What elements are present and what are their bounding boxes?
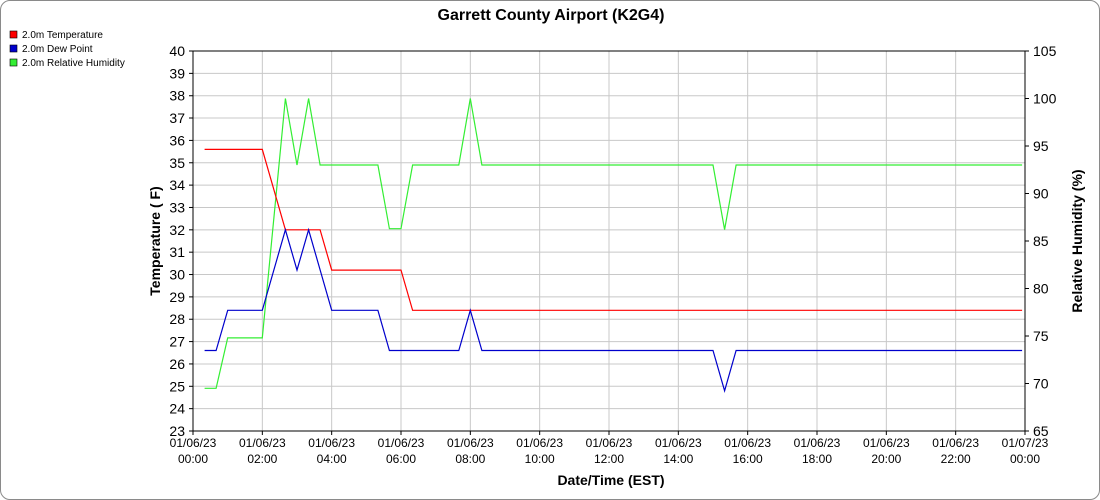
legend-label: 2.0m Relative Humidity	[22, 58, 125, 69]
y-tick-label: 35	[169, 155, 185, 171]
x-tick-label-date: 01/06/23	[655, 436, 702, 450]
x-tick-label-date: 01/06/23	[724, 436, 771, 450]
y2-tick-label: 85	[1033, 233, 1049, 249]
y-tick-label: 40	[169, 43, 185, 59]
series-line-m-dew-point	[204, 227, 1023, 393]
legend-label: 2.0m Dew Point	[22, 44, 93, 55]
legend-label: 2.0m Temperature	[22, 30, 103, 41]
y-tick-label: 27	[169, 334, 185, 350]
y2-tick-label: 90	[1033, 186, 1049, 202]
x-tick-label-date: 01/06/23	[239, 436, 286, 450]
x-tick-label-date: 01/06/23	[863, 436, 910, 450]
y2-tick-label: 80	[1033, 281, 1049, 297]
y-tick-label: 24	[169, 401, 185, 417]
y-tick-label: 23	[169, 423, 185, 439]
y-tick-label: 32	[169, 222, 185, 238]
y2-tick-label: 75	[1033, 328, 1049, 344]
y2-tick-label: 95	[1033, 138, 1049, 154]
y-tick-label: 38	[169, 88, 185, 104]
y-tick-label: 28	[169, 311, 185, 327]
x-tick-label-time: 00:00	[178, 452, 208, 466]
x-tick-label-date: 01/06/23	[447, 436, 494, 450]
x-tick-label-time: 02:00	[247, 452, 277, 466]
legend-swatch	[9, 44, 18, 53]
x-tick-label-date: 01/06/23	[516, 436, 563, 450]
x-tick-label-date: 01/06/23	[170, 436, 217, 450]
series-line-m-temperature	[204, 148, 1023, 311]
x-tick-label-time: 22:00	[941, 452, 971, 466]
x-tick-label-time: 10:00	[525, 452, 555, 466]
series-line-m-relative-humidity	[204, 98, 1023, 389]
y-tick-label: 25	[169, 378, 185, 394]
x-tick-label-date: 01/06/23	[378, 436, 425, 450]
x-axis-title: Date/Time (EST)	[557, 472, 664, 488]
x-tick-labels: 01/06/23 00:00 01/06/23 02:00 01/06/23 04:00 0…	[170, 431, 1049, 466]
y-axis-title: Temperature ( F)	[147, 186, 163, 295]
legend-swatch	[9, 30, 18, 39]
right-y-tick-labels: 65 70 75 80 85 90 95 100 105	[1025, 43, 1057, 439]
x-tick-label-time: 00:00	[1010, 452, 1040, 466]
y-tick-label: 34	[169, 177, 185, 193]
y-tick-label: 33	[169, 199, 185, 215]
y-tick-label: 29	[169, 289, 185, 305]
series-lines	[204, 98, 1023, 393]
y-tick-label: 30	[169, 267, 185, 283]
y2-tick-label: 70	[1033, 376, 1049, 392]
x-tick-label-date: 01/06/23	[586, 436, 633, 450]
legend-swatch	[9, 58, 18, 67]
y2-tick-label: 100	[1033, 91, 1057, 107]
y-tick-label: 36	[169, 132, 185, 148]
left-y-tick-labels: 23 24 25 26 27 28 29 30 31 32 33 34 35 36 37 38 39 40	[169, 43, 193, 439]
chart-title: Garrett County Airport (K2G4)	[438, 7, 665, 24]
x-tick-label-time: 16:00	[733, 452, 763, 466]
x-tick-label-time: 04:00	[317, 452, 347, 466]
x-tick-label-time: 20:00	[871, 452, 901, 466]
y2-tick-label: 65	[1033, 423, 1049, 439]
grid	[192, 50, 1026, 432]
y-tick-label: 31	[169, 244, 185, 260]
y2-tick-label: 105	[1033, 43, 1057, 59]
y-tick-label: 37	[169, 110, 185, 126]
x-tick-label-date: 01/06/23	[932, 436, 979, 450]
x-tick-label-time: 08:00	[455, 452, 485, 466]
x-tick-label-date: 01/06/23	[794, 436, 841, 450]
x-tick-label-time: 06:00	[386, 452, 416, 466]
x-tick-label-time: 18:00	[802, 452, 832, 466]
y2-axis-title: Relative Humidity (%)	[1069, 169, 1085, 312]
y-tick-label: 26	[169, 356, 185, 372]
legend: 2.0m Temperature 2.0m Dew Point 2.0m Relat…	[9, 30, 125, 69]
x-tick-label-time: 12:00	[594, 452, 624, 466]
y-tick-label: 39	[169, 65, 185, 81]
x-tick-label-date: 01/06/23	[308, 436, 355, 450]
x-tick-label-date: 01/07/23	[1002, 436, 1049, 450]
x-tick-label-time: 14:00	[663, 452, 693, 466]
